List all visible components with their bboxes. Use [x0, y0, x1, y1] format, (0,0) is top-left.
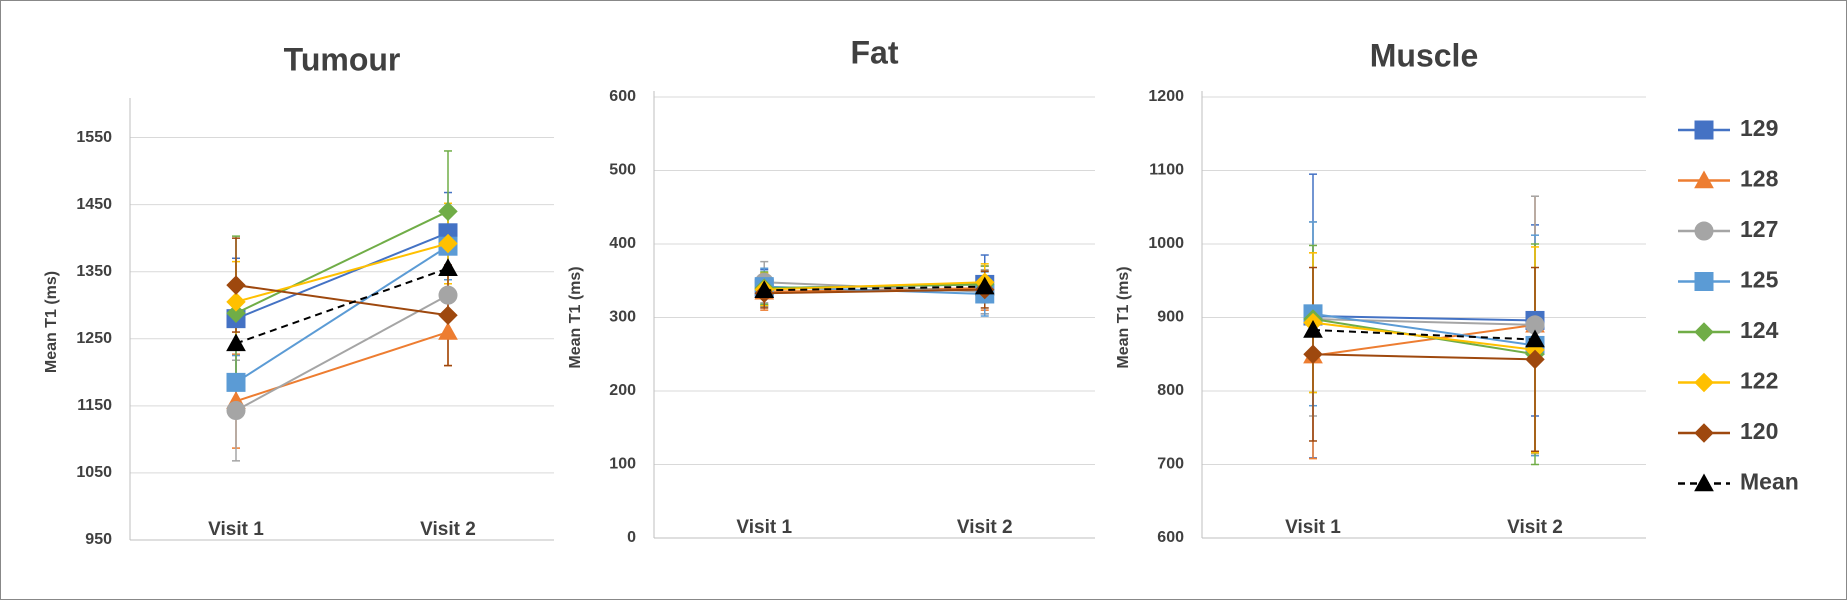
data-point: [974, 276, 995, 295]
y-tick-label: 700: [1157, 456, 1184, 473]
data-point: [1303, 344, 1323, 364]
y-tick-label: 900: [1157, 309, 1184, 326]
y-tick-label: 0: [627, 529, 636, 546]
legend-label: 128: [1740, 166, 1779, 192]
series-line: [235, 284, 449, 317]
x-tick-label: Visit 1: [736, 517, 792, 538]
legend-label: 129: [1740, 115, 1778, 141]
chart-title: Tumour: [284, 41, 401, 77]
legend-marker: [1694, 423, 1714, 443]
data-point: [226, 303, 246, 323]
data-point: [438, 322, 458, 340]
y-tick-label: 1200: [1148, 88, 1184, 105]
y-tick-label: 800: [1157, 382, 1184, 399]
x-tick-label: Visit 2: [1507, 517, 1563, 538]
series-line: [235, 267, 449, 345]
y-tick-label: 1000: [1148, 235, 1184, 252]
x-tick-label: Visit 2: [957, 517, 1013, 538]
y-tick-label: 1100: [1149, 162, 1184, 179]
series-line: [764, 285, 985, 292]
series-line: [1312, 321, 1536, 351]
legend-label: 120: [1740, 418, 1778, 444]
series-line: [235, 245, 449, 384]
data-point: [438, 285, 458, 305]
y-axis-label: Mean T1 (ms): [1115, 266, 1132, 368]
data-point: [1525, 349, 1545, 370]
y-tick-label: 1550: [76, 129, 112, 146]
legend-marker: [1694, 170, 1714, 189]
series-line: [1312, 328, 1536, 341]
y-tick-label: 1250: [76, 330, 112, 347]
y-tick-label: 400: [609, 235, 636, 252]
data-point: [754, 280, 775, 299]
series-line: [235, 210, 449, 315]
y-tick-label: 100: [609, 456, 636, 473]
chart-title: Fat: [851, 34, 899, 70]
series-line: [1312, 323, 1536, 357]
y-tick-label: 500: [609, 162, 636, 179]
y-tick-label: 600: [1157, 529, 1184, 546]
legend-marker: [1694, 221, 1714, 241]
y-axis-label: Mean T1 (ms): [567, 266, 584, 368]
series-line: [1312, 312, 1536, 347]
series-line: [235, 331, 449, 403]
data-point: [226, 275, 246, 295]
legend-label: 124: [1740, 317, 1779, 343]
y-tick-label: 200: [609, 382, 636, 399]
series-line: [1312, 353, 1536, 361]
data-point: [438, 233, 458, 254]
legend-marker: [1694, 120, 1714, 140]
series-line: [764, 288, 985, 295]
legend-marker: [1694, 322, 1714, 342]
legend-label: 127: [1740, 216, 1778, 242]
y-tick-label: 1050: [76, 464, 112, 481]
data-point: [438, 201, 458, 222]
x-tick-label: Visit 2: [420, 519, 476, 540]
legend-label: 122: [1740, 368, 1778, 394]
data-point: [226, 333, 246, 352]
series-line: [764, 281, 985, 291]
chart-title: Muscle: [1370, 37, 1478, 73]
data-point: [226, 372, 246, 392]
data-point: [226, 292, 246, 312]
legend-label: Mean: [1740, 469, 1799, 495]
data-point: [226, 401, 246, 421]
series-line: [235, 242, 449, 303]
legend-marker: [1694, 372, 1714, 393]
y-tick-label: 300: [609, 309, 636, 326]
legend-marker: [1694, 272, 1714, 291]
y-axis-label: Mean T1 (ms): [43, 271, 60, 373]
y-tick-label: 600: [609, 88, 636, 105]
data-point: [1303, 319, 1323, 338]
data-point: [1525, 329, 1545, 348]
x-tick-label: Visit 1: [1285, 517, 1341, 538]
legend-label: 125: [1740, 267, 1779, 293]
series-line: [235, 231, 449, 320]
legend-marker: [1694, 473, 1714, 492]
x-tick-label: Visit 1: [208, 519, 264, 540]
series-line: [1312, 315, 1536, 322]
series-line: [235, 294, 449, 412]
y-tick-label: 950: [85, 531, 112, 548]
data-point: [438, 258, 458, 277]
y-tick-label: 1150: [77, 397, 112, 414]
y-tick-label: 1350: [76, 263, 112, 280]
y-tick-label: 1450: [76, 196, 112, 213]
data-point: [438, 305, 458, 325]
